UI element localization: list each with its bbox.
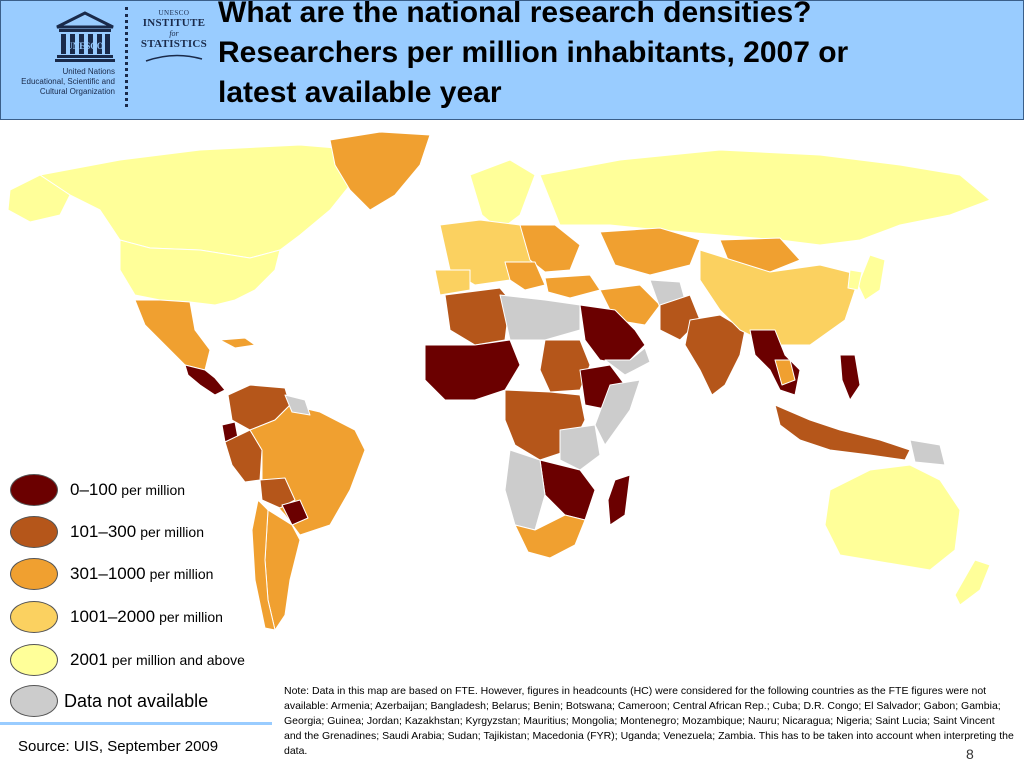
arabia-region xyxy=(579,304,646,366)
angola-namibia-region xyxy=(504,449,546,531)
cuba-region xyxy=(219,337,256,349)
legend-unit: per million xyxy=(159,609,223,625)
legend-unit: per million and above xyxy=(111,652,245,668)
footer-divider xyxy=(0,722,272,725)
legend-swatch xyxy=(10,558,58,590)
eastern-europe-region xyxy=(519,224,581,273)
legend-item-0-100: 0–100 per million xyxy=(10,474,185,506)
legend-range: 1001–2000 xyxy=(70,607,156,626)
legend-item-no-data: Data not available xyxy=(10,685,208,717)
central-america-region xyxy=(184,364,226,396)
title-line: latest available year xyxy=(218,76,502,109)
header-banner: UNESCO United Nations Educational, Scien… xyxy=(0,0,1024,120)
title-line: Researchers per million inhabitants, 200… xyxy=(218,36,849,69)
legend-item-1001-2000: 1001–2000 per million xyxy=(10,601,223,633)
southern-central-africa-region xyxy=(539,459,596,521)
philippines-region xyxy=(839,354,861,401)
guyana-region xyxy=(284,394,311,416)
page-title: What are the national research densities… xyxy=(218,0,998,113)
source-text: Source: UIS, September 2009 xyxy=(18,738,219,755)
page-number: 8 xyxy=(966,746,974,762)
logo-divider xyxy=(125,7,128,107)
mexico-region xyxy=(134,299,211,371)
legend-swatch xyxy=(10,685,58,717)
russia-region xyxy=(539,149,991,246)
new-zealand-region xyxy=(954,559,991,606)
china-region xyxy=(699,249,861,346)
uis-logo-line: STATISTICS xyxy=(140,38,208,50)
kazakhstan-region xyxy=(599,227,701,276)
chile-region xyxy=(251,499,276,631)
legend-item-2001-plus: 2001 per million and above xyxy=(10,644,245,676)
paraguay-region xyxy=(281,499,309,526)
legend-swatch xyxy=(10,516,58,548)
korea-region xyxy=(847,269,863,291)
south-africa-region xyxy=(514,514,586,559)
unesco-temple-icon: UNESCO xyxy=(55,11,115,62)
title-line: What are the national research densities… xyxy=(218,0,812,29)
greenland-region xyxy=(329,131,431,211)
yemen-oman-region xyxy=(604,347,651,376)
legend-unit: per million xyxy=(121,482,186,498)
unesco-org-line: Educational, Scientific and xyxy=(21,77,115,86)
indonesia-region xyxy=(774,404,911,461)
unesco-org-name: United Nations Educational, Scientific a… xyxy=(15,67,115,97)
unesco-logo: UNESCO United Nations Educational, Scien… xyxy=(15,7,135,107)
usa-region xyxy=(119,239,281,306)
north-africa-region xyxy=(444,287,511,346)
unesco-wordmark: UNESCO xyxy=(66,41,104,51)
legend-swatch xyxy=(10,474,58,506)
legend-unit: per million xyxy=(140,524,204,540)
legend-unit: per million xyxy=(149,566,214,582)
unesco-org-line: United Nations xyxy=(62,67,115,76)
uis-logo-line: INSTITUTE xyxy=(142,17,206,29)
legend-range: 0–100 xyxy=(70,480,118,499)
australia-region xyxy=(824,464,961,571)
alaska-region xyxy=(7,174,71,223)
unesco-org-line: Cultural Organization xyxy=(39,87,115,96)
somalia-region xyxy=(594,379,641,446)
canada-region xyxy=(39,144,361,259)
thailand-region xyxy=(774,359,796,386)
uis-swoosh-icon xyxy=(145,54,203,62)
uis-logo-line: UNESCO xyxy=(158,9,190,17)
sudan-region xyxy=(539,339,591,393)
note-text: Note: Data in this map are based on FTE.… xyxy=(284,685,1014,757)
legend-item-301-1000: 301–1000 per million xyxy=(10,558,213,590)
legend-swatch xyxy=(10,601,58,633)
legend-item-101-300: 101–300 per million xyxy=(10,516,204,548)
libya-egypt-region xyxy=(499,294,581,341)
legend-range: 2001 xyxy=(70,650,108,669)
iberia-region xyxy=(434,269,471,296)
legend-swatch xyxy=(10,644,58,676)
world-map xyxy=(7,131,991,631)
japan-region xyxy=(857,254,886,301)
turkey-caucasus-region xyxy=(544,274,601,299)
legend-na-label: Data not available xyxy=(64,690,209,711)
legend-range: 101–300 xyxy=(70,522,137,541)
legend-range: 301–1000 xyxy=(70,564,146,583)
balkans-region xyxy=(504,261,546,291)
uis-logo-line: for xyxy=(169,29,179,38)
east-africa-region xyxy=(559,424,601,471)
india-region xyxy=(684,314,746,396)
madagascar-region xyxy=(607,474,631,526)
png-region xyxy=(909,439,946,466)
scandinavia-region xyxy=(469,159,536,231)
uis-logo: UNESCO INSTITUTE for STATISTICS xyxy=(139,9,209,68)
